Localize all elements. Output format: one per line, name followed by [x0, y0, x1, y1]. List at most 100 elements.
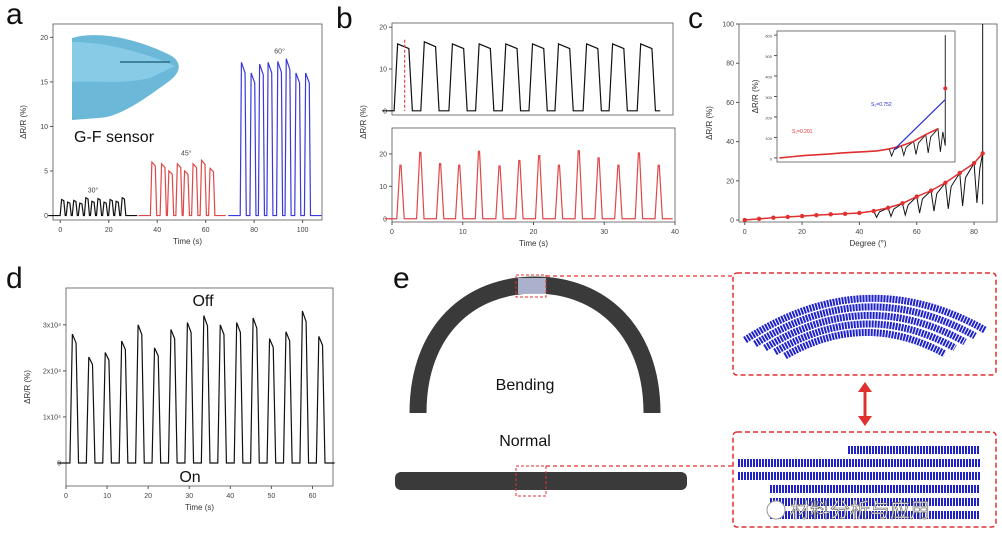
- highlight-region: [518, 278, 546, 294]
- y-tick-label: 600: [765, 34, 772, 39]
- molecule-layer-bent: [773, 320, 957, 356]
- y-tick-label: 80: [726, 61, 734, 68]
- x-tick-label: 40: [671, 229, 679, 236]
- fit-line: [744, 152, 984, 221]
- x-tick-label: 0: [390, 229, 394, 236]
- y-tick-label: 0: [383, 216, 387, 223]
- b-bottom-line: [384, 150, 673, 220]
- bending-label: Bending: [496, 377, 555, 394]
- y-axis-label: ΔR/R (%): [751, 79, 760, 113]
- y-tick-label: 300: [765, 95, 772, 100]
- x-tick-label: 20: [530, 229, 538, 236]
- measured-line: [744, 24, 984, 221]
- x-axis-label: Degree (°): [850, 239, 887, 248]
- y-axis-label: ΔR/R (%): [19, 105, 28, 139]
- y-tick-label: 100: [722, 22, 734, 29]
- series-label: 45°: [181, 149, 192, 157]
- panel-label-d: d: [6, 262, 23, 295]
- y-tick-label: 40: [726, 139, 734, 146]
- y-tick-label: 20: [40, 35, 48, 42]
- y-tick-label: 500: [765, 54, 772, 59]
- double-arrow-icon: [858, 382, 872, 426]
- normal-label: Normal: [499, 433, 551, 450]
- y-tick-label: 200: [765, 115, 772, 120]
- y-tick-label: 2x10⁴: [43, 368, 61, 375]
- off-annotation: Off: [192, 293, 214, 310]
- inset-fit-s2: [893, 99, 946, 151]
- y-tick-label: 5: [44, 169, 48, 176]
- y-tick-label: 10: [379, 184, 387, 191]
- molecule-layer-bent: [753, 303, 977, 347]
- normal-structure-box: [732, 431, 997, 528]
- plot-frame: [52, 23, 323, 221]
- x-tick-label: 0: [58, 227, 62, 234]
- plot-frame: [738, 23, 998, 223]
- plot-frame: [65, 287, 334, 487]
- series-label: 30°: [88, 187, 99, 195]
- zoom-box-bottom: [515, 465, 547, 497]
- y-tick-label: 10: [40, 124, 48, 131]
- y-tick-label: 0: [44, 213, 48, 220]
- on-annotation: On: [179, 469, 200, 486]
- watermark: 材料分析与应用: [790, 498, 930, 522]
- diagram-e: Bending Normal 材料分析与应用: [395, 272, 997, 528]
- x-tick-label: 0: [743, 229, 747, 236]
- y-tick-label: 60: [726, 100, 734, 107]
- series-2-line: [228, 58, 322, 217]
- y-tick-label: 20: [379, 151, 387, 158]
- inset-label: G-F sensor: [74, 129, 155, 146]
- y-tick-label: 0: [57, 460, 61, 467]
- x-axis-label: Time (s): [519, 239, 548, 248]
- wechat-logo-icon: [766, 500, 786, 520]
- glove-photo: [72, 35, 179, 120]
- zoom-box-top: [515, 274, 547, 298]
- series-label: 60°: [274, 48, 285, 56]
- plot-frame: [391, 127, 676, 223]
- molecule-layer-bent: [763, 311, 967, 351]
- x-tick-label: 20: [144, 493, 152, 500]
- x-tick-label: 20: [105, 227, 113, 234]
- y-tick-label: 100: [765, 136, 772, 141]
- y-tick-label: 10: [379, 67, 387, 74]
- x-tick-label: 60: [913, 229, 921, 236]
- data-point: [943, 86, 948, 91]
- y-tick-label: 0: [770, 156, 773, 161]
- x-tick-label: 80: [250, 227, 258, 234]
- molecule-layer-bent: [743, 294, 987, 343]
- panel-label-e: e: [393, 262, 410, 295]
- x-tick-label: 30: [600, 229, 608, 236]
- y-tick-label: 20: [379, 25, 387, 32]
- panel-label-b: b: [336, 2, 353, 35]
- x-tick-label: 40: [226, 493, 234, 500]
- y-tick-label: 15: [40, 79, 48, 86]
- bent-structure-box: [732, 272, 997, 376]
- y-axis-label: ΔR/R (%): [359, 105, 368, 139]
- y-tick-label: 0: [383, 108, 387, 115]
- chart-a: 0 20 40 60 80 100 0 5 10 15 20 Time (s) ΔR/R (%) G-F …: [19, 23, 323, 246]
- s1-label: S₁=0.201: [792, 129, 813, 135]
- y-axis-label: ΔR/R (%): [705, 106, 714, 140]
- y-tick-label: 20: [726, 178, 734, 185]
- plot-frame: [391, 22, 674, 116]
- panel-label-a: a: [6, 0, 23, 31]
- x-tick-label: 40: [153, 227, 161, 234]
- x-tick-label: 60: [309, 493, 317, 500]
- plot-frame: [776, 30, 956, 163]
- d-line: [57, 310, 335, 464]
- s2-label: S₂=0.752: [871, 102, 892, 108]
- y-tick-label: 1x10⁴: [43, 414, 61, 421]
- x-tick-label: 20: [798, 229, 806, 236]
- x-tick-label: 80: [970, 229, 978, 236]
- b-top-line: [382, 40, 661, 112]
- inset-measured-line: [779, 35, 946, 159]
- x-tick-label: 40: [856, 229, 864, 236]
- y-axis-label: ΔR/R (%): [23, 370, 32, 404]
- chart-c-inset: 0 100 200 300 400 500 600 ΔR/R (%) S₁=0.201 S₂=0.…: [751, 30, 956, 163]
- x-tick-label: 10: [459, 229, 467, 236]
- x-tick-label: 0: [64, 493, 68, 500]
- y-tick-label: 3x10⁴: [43, 322, 61, 329]
- x-axis-label: Time (s): [173, 237, 202, 246]
- chart-b-top: 0 10 20: [379, 22, 674, 116]
